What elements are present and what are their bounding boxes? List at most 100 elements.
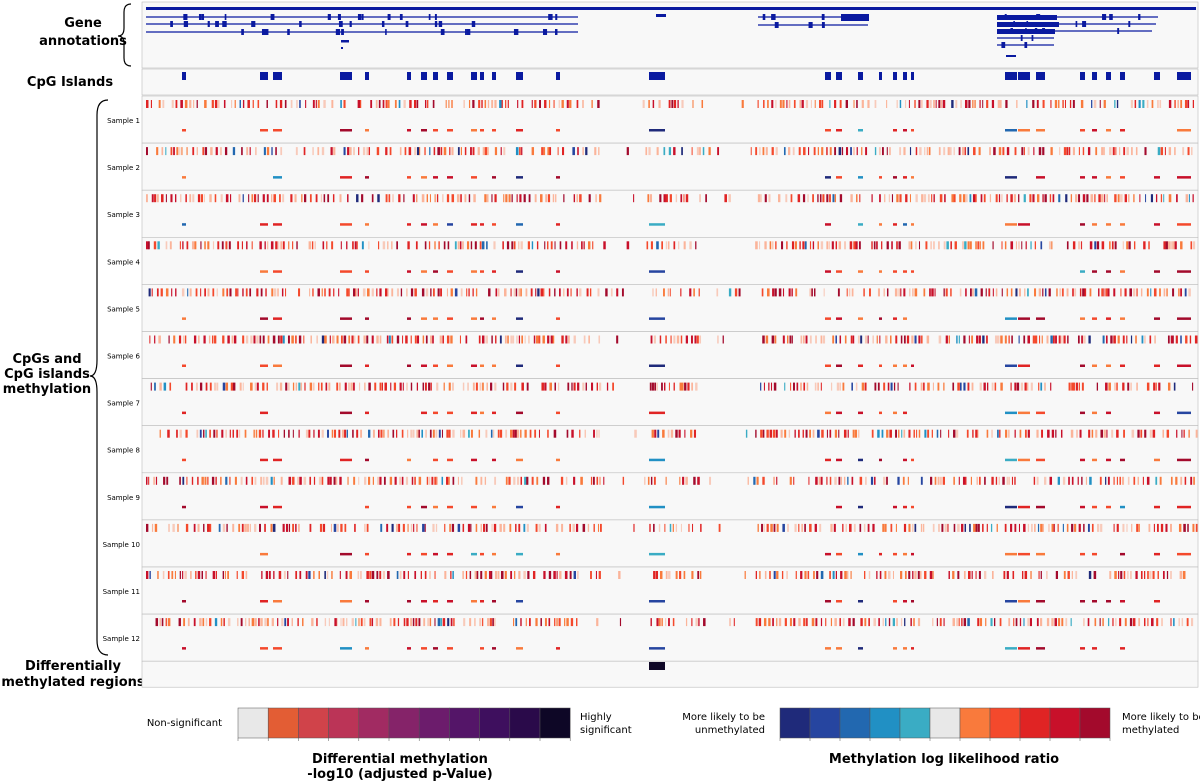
island-methylation (273, 647, 282, 650)
svg-text:Gene: Gene (64, 16, 102, 31)
island-methylation (556, 411, 560, 415)
island-methylation (1018, 317, 1030, 320)
svg-text:methylated regions: methylated regions (1, 675, 145, 690)
island-methylation (471, 505, 477, 509)
legend-pvalue-colorbar (237, 707, 571, 741)
island-methylation (893, 552, 897, 556)
island-methylation (1005, 647, 1017, 650)
island-methylation (471, 270, 477, 273)
island-methylation (836, 317, 842, 320)
island-methylation (858, 552, 863, 556)
cpg-island (911, 72, 914, 80)
island-methylation (340, 552, 352, 556)
island-methylation (836, 176, 842, 179)
island-methylation (182, 223, 186, 226)
island-methylation (858, 458, 863, 462)
sample-track (141, 378, 1199, 427)
island-methylation (879, 458, 882, 462)
island-methylation (421, 176, 427, 179)
island-methylation (836, 364, 842, 367)
island-methylation (893, 129, 897, 132)
dmr-label: Differentially methylated regions (1, 659, 145, 690)
cpg-island (516, 72, 523, 80)
sample-track (141, 519, 1199, 568)
island-methylation (879, 317, 882, 320)
island-methylation (1177, 223, 1191, 226)
island-methylation (836, 458, 842, 462)
island-methylation (825, 176, 831, 179)
legend-cell (1049, 707, 1081, 739)
island-methylation (1092, 411, 1097, 415)
island-methylation (893, 176, 897, 179)
cpg-island (480, 72, 484, 80)
island-methylation (471, 223, 477, 226)
island-methylation (911, 552, 914, 556)
island-methylation (433, 647, 438, 650)
island-methylation (1092, 270, 1097, 273)
island-methylation (556, 270, 560, 273)
legend-cell (449, 707, 480, 739)
island-methylation (471, 129, 477, 132)
island-methylation (911, 505, 914, 509)
island-methylation (447, 364, 453, 367)
legend-cell (388, 707, 420, 739)
island-methylation (903, 458, 907, 462)
island-methylation (903, 552, 907, 556)
island-methylation (447, 270, 453, 273)
island-methylation (1005, 600, 1017, 603)
island-methylation (1120, 176, 1125, 179)
island-methylation (182, 364, 186, 367)
island-methylation (421, 411, 427, 415)
island-methylation (825, 364, 831, 367)
sample-label: Sample 1 (107, 117, 140, 125)
legend-cell (539, 707, 571, 739)
island-methylation (1018, 552, 1030, 556)
sample-track (141, 142, 1199, 191)
legend-cell (298, 707, 329, 739)
legend-cell (959, 707, 991, 739)
island-methylation (1092, 129, 1097, 132)
legend-pvalue-title-2: -log10 (adjusted p-Value) (307, 767, 492, 781)
island-methylation (447, 223, 453, 226)
island-methylation (858, 600, 863, 603)
island-methylation (516, 317, 523, 320)
gene-annotations-track (141, 1, 1199, 69)
island-methylation (1018, 223, 1030, 226)
island-methylation (879, 411, 882, 415)
island-methylation (836, 411, 842, 415)
island-methylation (1120, 364, 1125, 367)
island-methylation (492, 505, 496, 509)
island-methylation (879, 223, 882, 226)
island-methylation (1177, 317, 1191, 320)
cpg-island (471, 72, 477, 80)
island-methylation (260, 364, 268, 367)
legend-pvalue: Non-significant Highly significant Diffe… (147, 707, 632, 781)
cpg-island (433, 72, 438, 80)
cpg-island (893, 72, 897, 80)
svg-text:Differentially: Differentially (25, 659, 121, 674)
island-methylation (447, 505, 453, 509)
island-methylation (260, 223, 268, 226)
island-methylation (879, 270, 882, 273)
sample-track (141, 613, 1199, 662)
island-methylation (340, 647, 352, 650)
island-methylation (260, 129, 268, 132)
island-methylation (1018, 411, 1030, 415)
island-methylation (903, 270, 907, 273)
island-methylation (911, 364, 914, 367)
island-methylation (1154, 223, 1160, 226)
island-methylation (447, 647, 453, 650)
island-methylation (492, 364, 496, 367)
sample-label: Sample 2 (107, 164, 140, 172)
island-methylation (858, 505, 863, 509)
island-methylation (273, 505, 282, 509)
island-methylation (492, 223, 496, 226)
island-methylation (556, 317, 560, 320)
cpg-island (903, 72, 907, 80)
cpg-island (879, 72, 882, 80)
island-methylation (407, 129, 411, 132)
cpg-island (1120, 72, 1125, 80)
island-methylation (649, 552, 665, 556)
island-methylation (1177, 505, 1191, 509)
island-methylation (1080, 129, 1085, 132)
